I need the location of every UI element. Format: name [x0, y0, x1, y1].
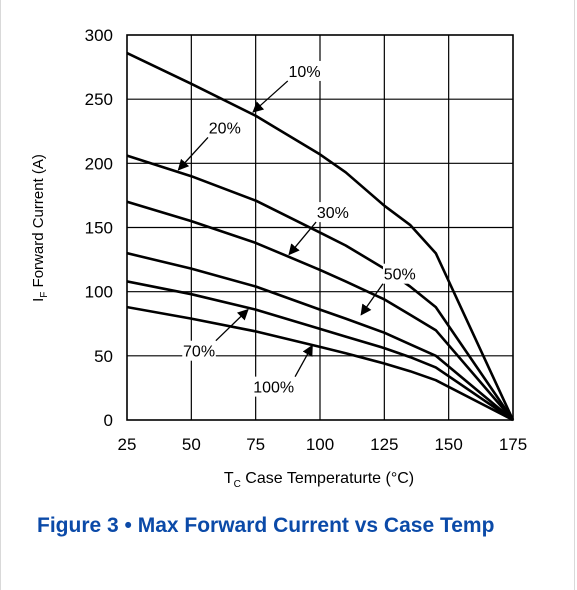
y-axis-title-symbol: I: [30, 298, 47, 302]
annotation-arrow: [288, 221, 317, 256]
x-tick-label: 150: [434, 435, 462, 454]
y-axis-title-subscript: F: [39, 292, 50, 298]
grid-lines: [127, 35, 513, 420]
annotation-label: 30%: [317, 205, 349, 222]
annotation-arrow: [177, 136, 209, 171]
annotation-arrow: [215, 308, 249, 342]
forward-current-chart: 10% 20% 30% 50% 70% 100% 25 50 75 100 125 150 175 0 5…: [30, 26, 528, 490]
annotation-label: 100%: [253, 380, 294, 397]
x-axis-title-text: Case Temperaturte (°C): [241, 470, 414, 487]
annotation-label: 50%: [384, 267, 416, 284]
x-tick-label: 100: [306, 435, 334, 454]
y-tick-label: 100: [85, 283, 113, 302]
annotation-label: 20%: [209, 120, 241, 137]
series-line-10pct: [126, 51, 515, 421]
y-tick-label: 200: [85, 154, 113, 173]
plot-frame: [126, 34, 514, 421]
series-line-50pct: [126, 251, 514, 421]
x-tick-label: 175: [499, 435, 527, 454]
y-tick-label: 250: [85, 90, 113, 109]
series-line-30pct: [126, 200, 514, 421]
annotation-label: 70%: [183, 344, 215, 361]
series-lines: [126, 51, 515, 422]
y-tick-label: 0: [104, 411, 113, 430]
x-tick-label: 25: [118, 435, 137, 454]
y-tick-label: 50: [94, 347, 113, 366]
curve-annotations: 10% 20% 30% 50% 70% 100%: [177, 60, 417, 397]
y-axis-title-text: Forward Current (A): [30, 154, 47, 292]
x-tick-label: 125: [370, 435, 398, 454]
x-axis-title-symbol: T: [224, 470, 234, 487]
series-line-100pct: [126, 305, 514, 422]
series-line-20pct: [126, 154, 515, 421]
annotation-label-bg: [316, 202, 350, 223]
annotation-label-bg: [252, 376, 296, 397]
figure-caption: Figure 3 • Max Forward Current vs Case T…: [37, 514, 495, 537]
annotation-label-bg: [382, 263, 417, 284]
annotation-label-bg: [287, 60, 322, 81]
annotation-label-bg: [207, 117, 242, 138]
annotation-arrow: [294, 344, 313, 377]
annotation-arrow: [252, 80, 289, 113]
x-axis-title: TC Case Temperaturte (°C): [224, 470, 414, 490]
series-line-70pct: [126, 280, 514, 422]
annotation-label: 10%: [289, 64, 321, 81]
y-tick-label: 300: [85, 26, 113, 45]
annotation-label-bg: [182, 340, 216, 361]
axis-ticks: 25 50 75 100 125 150 175 0 50 100 150 200 250 300: [85, 26, 528, 454]
y-axis-title: IF Forward Current (A): [30, 154, 50, 302]
x-tick-label: 75: [246, 435, 265, 454]
annotation-arrow: [360, 283, 384, 316]
x-tick-label: 50: [182, 435, 201, 454]
y-tick-label: 150: [85, 219, 113, 238]
x-axis-title-subscript: C: [234, 479, 241, 490]
